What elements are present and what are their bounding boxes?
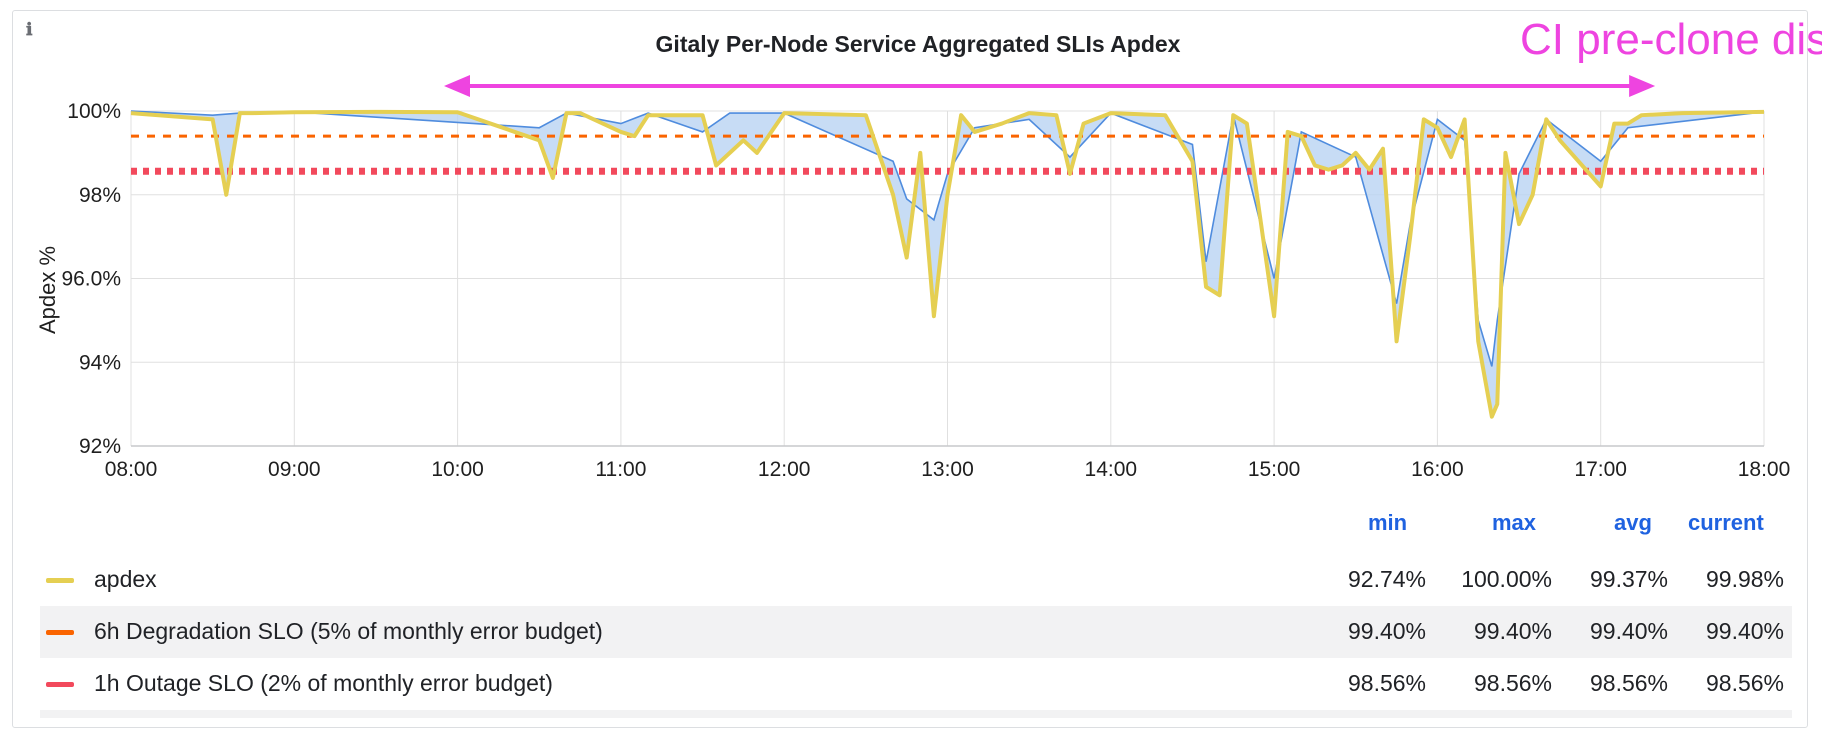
legend-swatch-1h-slo [46,682,74,687]
x-tick-label: 12:00 [758,458,811,481]
x-tick-label: 10:00 [431,458,484,481]
legend-value-current: 98.56% [1705,670,1784,696]
y-axis-label: Apdex % [35,246,60,334]
legend-footer [40,710,1792,718]
y-tick-label: 100% [67,100,121,123]
legend-value-avg: 98.56% [1589,670,1668,696]
grid [130,110,1765,447]
y-tick-label: 96.0% [61,268,121,291]
legend-series-name[interactable]: 1h Outage SLO (2% of monthly error budge… [94,670,553,696]
legend-value-max: 100.00% [1461,566,1552,592]
legend-header: min max avg current [40,510,1792,554]
legend-row-1h-slo[interactable]: 1h Outage SLO (2% of monthly error budge… [40,658,1792,710]
legend-value-current: 99.40% [1705,618,1784,644]
x-tick-label: 09:00 [268,458,321,481]
legend-row-6h-slo[interactable]: 6h Degradation SLO (5% of monthly error … [40,606,1792,658]
chart-title: Gitaly Per-Node Service Aggregated SLIs … [656,31,1181,57]
legend-value-current: 99.98% [1705,566,1784,592]
series [130,109,1765,419]
legend-header-avg[interactable]: avg [1614,510,1652,535]
legend-value-max: 98.56% [1473,670,1552,696]
annotation-arrow [443,75,1656,97]
x-tick-label: 11:00 [595,458,646,481]
legend-header-current[interactable]: current [1688,510,1764,535]
annotation-arrow-right-head [1629,75,1656,97]
legend-value-min: 99.40% [1347,618,1426,644]
legend-series-name[interactable]: 6h Degradation SLO (5% of monthly error … [94,618,603,644]
annotation-arrow-left-head [443,75,470,97]
x-tick-label: 13:00 [921,458,974,481]
legend-header-max[interactable]: max [1492,510,1537,535]
x-tick-label: 16:00 [1411,458,1464,481]
legend-value-max: 99.40% [1473,618,1552,644]
x-tick-label: 15:00 [1248,458,1301,481]
legend-series-name[interactable]: apdex [94,566,157,592]
legend-value-avg: 99.37% [1589,566,1668,592]
series-apdex [130,109,1765,419]
x-tick-label: 14:00 [1085,458,1138,481]
legend-value-min: 98.56% [1347,670,1426,696]
legend-value-avg: 99.40% [1589,618,1668,644]
legend-table: min max avg current apdex 92.74% 100.00%… [40,510,1792,718]
legend-swatch-6h-slo [46,630,74,635]
y-tick-label: 94% [79,351,121,374]
axes: 08:00 09:00 10:00 11:00 12:00 13:00 14:00 15:00… [61,100,1790,481]
x-tick-label: 08:00 [105,458,158,481]
y-tick-label: 92% [79,435,121,458]
x-tick-label: 18:00 [1738,458,1791,481]
legend-row-apdex[interactable]: apdex 92.74% 100.00% 99.37% 99.98% [40,554,1792,606]
info-icon[interactable]: ℹ [26,20,33,40]
y-tick-label: 98% [79,184,121,207]
legend-value-min: 92.74% [1347,566,1426,592]
legend-header-min[interactable]: min [1368,510,1408,535]
x-tick-label: 17:00 [1574,458,1627,481]
annotation-label: CI pre-clone disabled [1520,15,1822,64]
legend-swatch-apdex [46,578,74,583]
